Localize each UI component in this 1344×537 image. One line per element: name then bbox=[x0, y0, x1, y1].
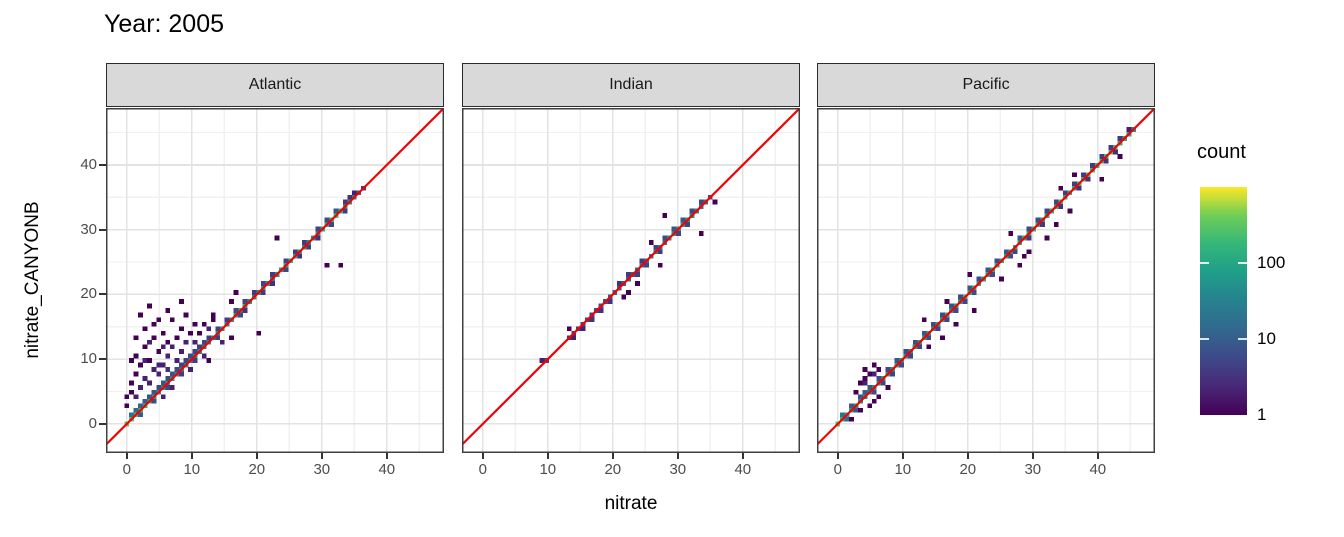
x-tick-mark bbox=[190, 453, 193, 459]
x-tick-label: 20 bbox=[248, 461, 266, 478]
x-tick-label: 20 bbox=[604, 461, 622, 478]
x-tick-mark bbox=[676, 453, 679, 459]
y-tick-label: 0 bbox=[88, 414, 97, 432]
panel-atlantic bbox=[106, 108, 444, 453]
x-tick-mark bbox=[1096, 453, 1099, 459]
legend-title: count bbox=[1197, 141, 1246, 163]
x-tick-mark bbox=[255, 453, 258, 459]
grid-lines bbox=[106, 108, 444, 453]
panel-border bbox=[462, 108, 800, 453]
y-axis-title: nitrate_CANYONB bbox=[22, 201, 43, 359]
legend-label: 1 bbox=[1257, 405, 1267, 424]
x-tick-label: 10 bbox=[894, 461, 912, 478]
legend-label: 10 bbox=[1257, 329, 1276, 348]
y-tick-label: 40 bbox=[80, 156, 97, 173]
y-tick-mark bbox=[99, 358, 106, 361]
x-tick-label: 10 bbox=[183, 461, 201, 478]
x-tick-label: 30 bbox=[313, 461, 331, 478]
grid-lines bbox=[817, 108, 1155, 453]
y-tick-mark bbox=[99, 293, 106, 296]
y-tick-mark bbox=[99, 164, 106, 166]
x-tick-label: 20 bbox=[959, 461, 977, 478]
legend-tick bbox=[1238, 338, 1247, 340]
x-tick-label: 30 bbox=[1024, 461, 1042, 478]
legend-tick bbox=[1238, 262, 1247, 264]
facet-strip-indian: Indian bbox=[462, 63, 800, 107]
x-tick-mark bbox=[901, 453, 904, 459]
x-tick-label: 40 bbox=[378, 461, 396, 478]
facet-strip-atlantic: Atlantic bbox=[106, 63, 444, 107]
x-axis-title: nitrate bbox=[604, 493, 658, 514]
panel-border bbox=[106, 108, 444, 453]
y-tick-label: 20 bbox=[80, 285, 97, 303]
x-tick-label: 0 bbox=[122, 461, 131, 478]
plot-title: Year: 2005 bbox=[104, 10, 225, 38]
legend-label: 100 bbox=[1257, 253, 1286, 272]
x-tick-label: 40 bbox=[1089, 461, 1107, 478]
y-tick-mark bbox=[99, 228, 106, 231]
legend-tick bbox=[1200, 262, 1209, 264]
panel-border bbox=[817, 108, 1155, 453]
x-tick-mark bbox=[385, 453, 388, 459]
x-tick-label: 40 bbox=[734, 461, 752, 478]
x-tick-label: 10 bbox=[539, 461, 557, 478]
legend-tick bbox=[1200, 338, 1209, 340]
panel-pacific bbox=[817, 108, 1155, 453]
y-tick-label: 10 bbox=[80, 350, 97, 368]
x-tick-label: 0 bbox=[478, 461, 487, 478]
legend-colorbar bbox=[1200, 187, 1247, 415]
y-tick-label: 30 bbox=[80, 220, 97, 238]
panel-indian bbox=[462, 108, 800, 453]
x-tick-mark bbox=[1031, 453, 1034, 459]
identity-line bbox=[462, 108, 800, 447]
x-tick-mark bbox=[481, 453, 484, 459]
identity-line bbox=[106, 108, 444, 447]
x-tick-label: 0 bbox=[833, 461, 842, 478]
x-tick-mark bbox=[320, 453, 323, 459]
x-tick-label: 30 bbox=[669, 461, 687, 478]
facet-strip-pacific: Pacific bbox=[817, 63, 1155, 107]
x-tick-mark bbox=[741, 453, 744, 459]
x-tick-mark bbox=[966, 453, 969, 459]
x-tick-mark bbox=[836, 453, 839, 459]
identity-line bbox=[817, 108, 1155, 447]
x-tick-mark bbox=[611, 453, 614, 459]
x-tick-mark bbox=[546, 453, 549, 459]
y-tick-mark bbox=[99, 422, 106, 425]
x-tick-mark bbox=[125, 453, 128, 459]
